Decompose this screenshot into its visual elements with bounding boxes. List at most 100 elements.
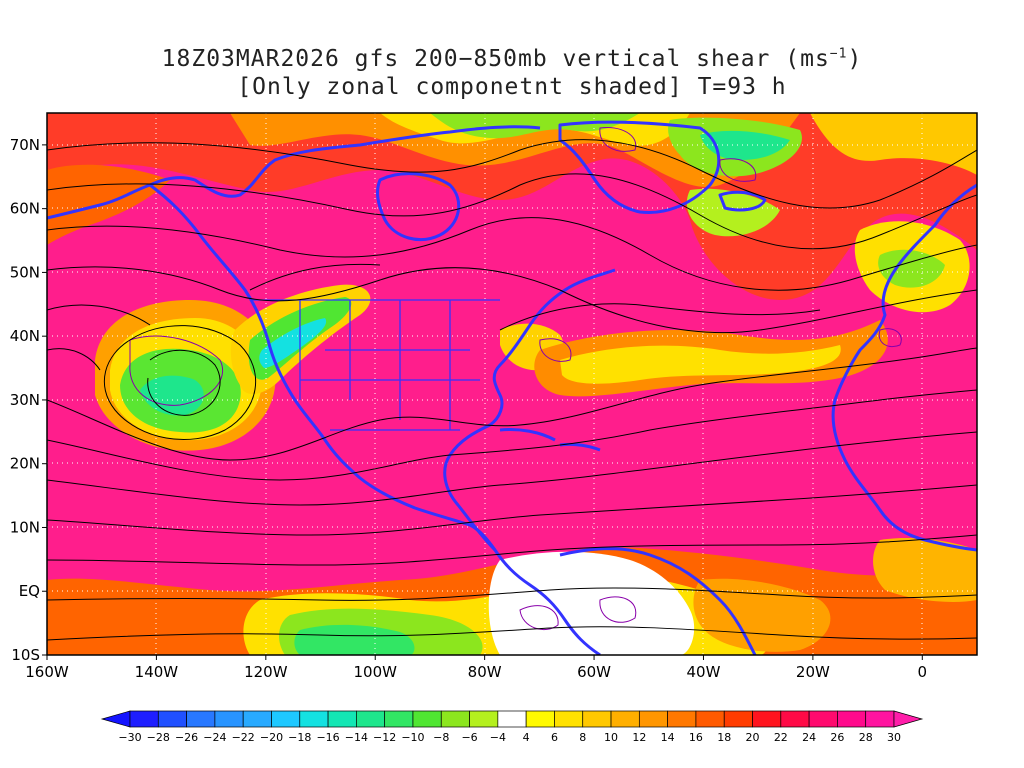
colorbar-swatch: [667, 710, 697, 728]
shading-orange-eqatl: [693, 578, 831, 652]
colorbar-swatch: [497, 710, 527, 728]
coast-iceland: [718, 190, 767, 212]
coast-cuba: [499, 428, 556, 442]
lon-label: 0: [918, 663, 928, 681]
colorbar-swatch: [327, 710, 357, 728]
colorbar-swatch: [752, 710, 782, 728]
colorbar-label: −24: [203, 731, 226, 744]
shading-green2-southpac: [294, 624, 415, 655]
grid-lines: [47, 113, 977, 655]
colorbar-label: 18: [717, 731, 731, 744]
colorbar-label: −30: [118, 731, 141, 744]
colorbar-swatch: [242, 710, 272, 728]
shading-orange-eafrica: [873, 538, 977, 602]
shading-cyan-westus: [259, 318, 327, 368]
lat-axis: 70N 60N 50N 40N 30N 20N 10N EQ 10S: [10, 136, 47, 664]
colorbar-label: 26: [830, 731, 844, 744]
colorbar-swatch: [695, 710, 725, 728]
coast-southam-west: [493, 549, 601, 655]
colorbar-swatch: [582, 710, 612, 728]
colorbar-swatch: [412, 710, 442, 728]
coast-eurafrica: [831, 183, 977, 552]
colorbar-label: −12: [373, 731, 396, 744]
colorbar-label: 10: [604, 731, 618, 744]
border-us-states: [299, 300, 480, 430]
colorbar-label: 30: [887, 731, 901, 744]
lat-label: 10N: [10, 518, 40, 536]
colorbar-swatch: [384, 710, 414, 728]
lon-label: 20W: [796, 663, 830, 681]
colorbar-swatch: [469, 710, 499, 728]
lat-label: 20N: [10, 455, 40, 473]
lat-label: 10S: [11, 646, 40, 664]
title-end: ): [847, 46, 863, 72]
colorbar-swatch: [837, 710, 867, 728]
colorbar-swatch: [780, 710, 810, 728]
contour-lines: [129, 126, 902, 630]
map-title-line2: [Only zonal componetnt shaded] T=93 h: [237, 74, 787, 100]
colorbar-label: −16: [316, 731, 339, 744]
lon-label: 40W: [687, 663, 721, 681]
streamlines: [47, 139, 977, 641]
lon-label: 120W: [244, 663, 288, 681]
colorbar-label: −20: [260, 731, 283, 744]
shading-green-europe: [878, 249, 945, 288]
coast-arctic: [47, 125, 541, 220]
lon-axis: 160W 140W 120W 100W 80W 60W 40W 20W 0: [25, 655, 927, 681]
coast-westna: [149, 183, 327, 441]
lon-label: 140W: [135, 663, 179, 681]
colorbar-label: −8: [433, 731, 449, 744]
shading-orange-nw: [47, 164, 170, 245]
colorbar-swatch: [129, 710, 159, 728]
lat-label: 30N: [10, 391, 40, 409]
colorbar-swatch: [157, 710, 187, 728]
coastlines: [47, 120, 977, 655]
title-superscript: −1: [829, 46, 848, 62]
shading-yellow-midatl: [560, 345, 841, 384]
colorbar-label: −18: [288, 731, 311, 744]
colorbar-label: −10: [401, 731, 424, 744]
lat-label: 60N: [10, 200, 40, 218]
coast-southam-north: [559, 547, 757, 655]
colorbar-swatch: [186, 710, 216, 728]
coast-greenland: [558, 120, 721, 215]
colorbar-label: 6: [551, 731, 558, 744]
shading-teal-greenland: [700, 130, 790, 160]
lat-label: 50N: [10, 263, 40, 281]
lat-label: 70N: [10, 136, 40, 154]
colorbar-swatch: [723, 710, 753, 728]
lon-label: 80W: [468, 663, 502, 681]
shading-yellow-ne: [810, 113, 977, 175]
map-title-line1: 18Z03MAR2026 gfs 200−850mb vertical shea…: [0, 46, 1024, 72]
colorbar-swatch: [610, 710, 640, 728]
title-main: 18Z03MAR2026 gfs 200−850mb vertical shea…: [161, 46, 830, 72]
lon-label: 160W: [25, 663, 69, 681]
colorbar-label: 28: [859, 731, 873, 744]
colorbar-swatch: [865, 710, 895, 728]
colorbar-label: −28: [147, 731, 170, 744]
colorbar-label: −14: [345, 731, 368, 744]
colorbar: −30 −28 −26 −24 −22 −20 −18 −16 −14 −12 −10 −8 −6 −4 4…: [100, 710, 924, 744]
colorbar-swatch: [638, 710, 668, 728]
colorbar-label: 8: [579, 731, 586, 744]
colorbar-label: 12: [632, 731, 646, 744]
coast-hudson: [376, 172, 461, 242]
colorbar-label: 4: [523, 731, 530, 744]
shading-teal-cutoff: [140, 375, 204, 416]
colorbar-swatch: [214, 710, 244, 728]
colorbar-swatch: [808, 710, 838, 728]
lat-label: EQ: [19, 582, 40, 600]
colorbar-label: 24: [802, 731, 816, 744]
colorbar-low-arrow: [100, 710, 131, 728]
lon-label: 60W: [577, 663, 611, 681]
colorbar-label: −6: [461, 731, 477, 744]
shading-green-north: [430, 113, 640, 139]
lon-label: 100W: [354, 663, 398, 681]
colorbar-swatch: [271, 710, 301, 728]
colorbar-swatch: [356, 710, 386, 728]
colorbar-label: 20: [746, 731, 760, 744]
shading-layer: [47, 113, 977, 655]
colorbar-swatch: [554, 710, 584, 728]
colorbar-label: 16: [689, 731, 703, 744]
